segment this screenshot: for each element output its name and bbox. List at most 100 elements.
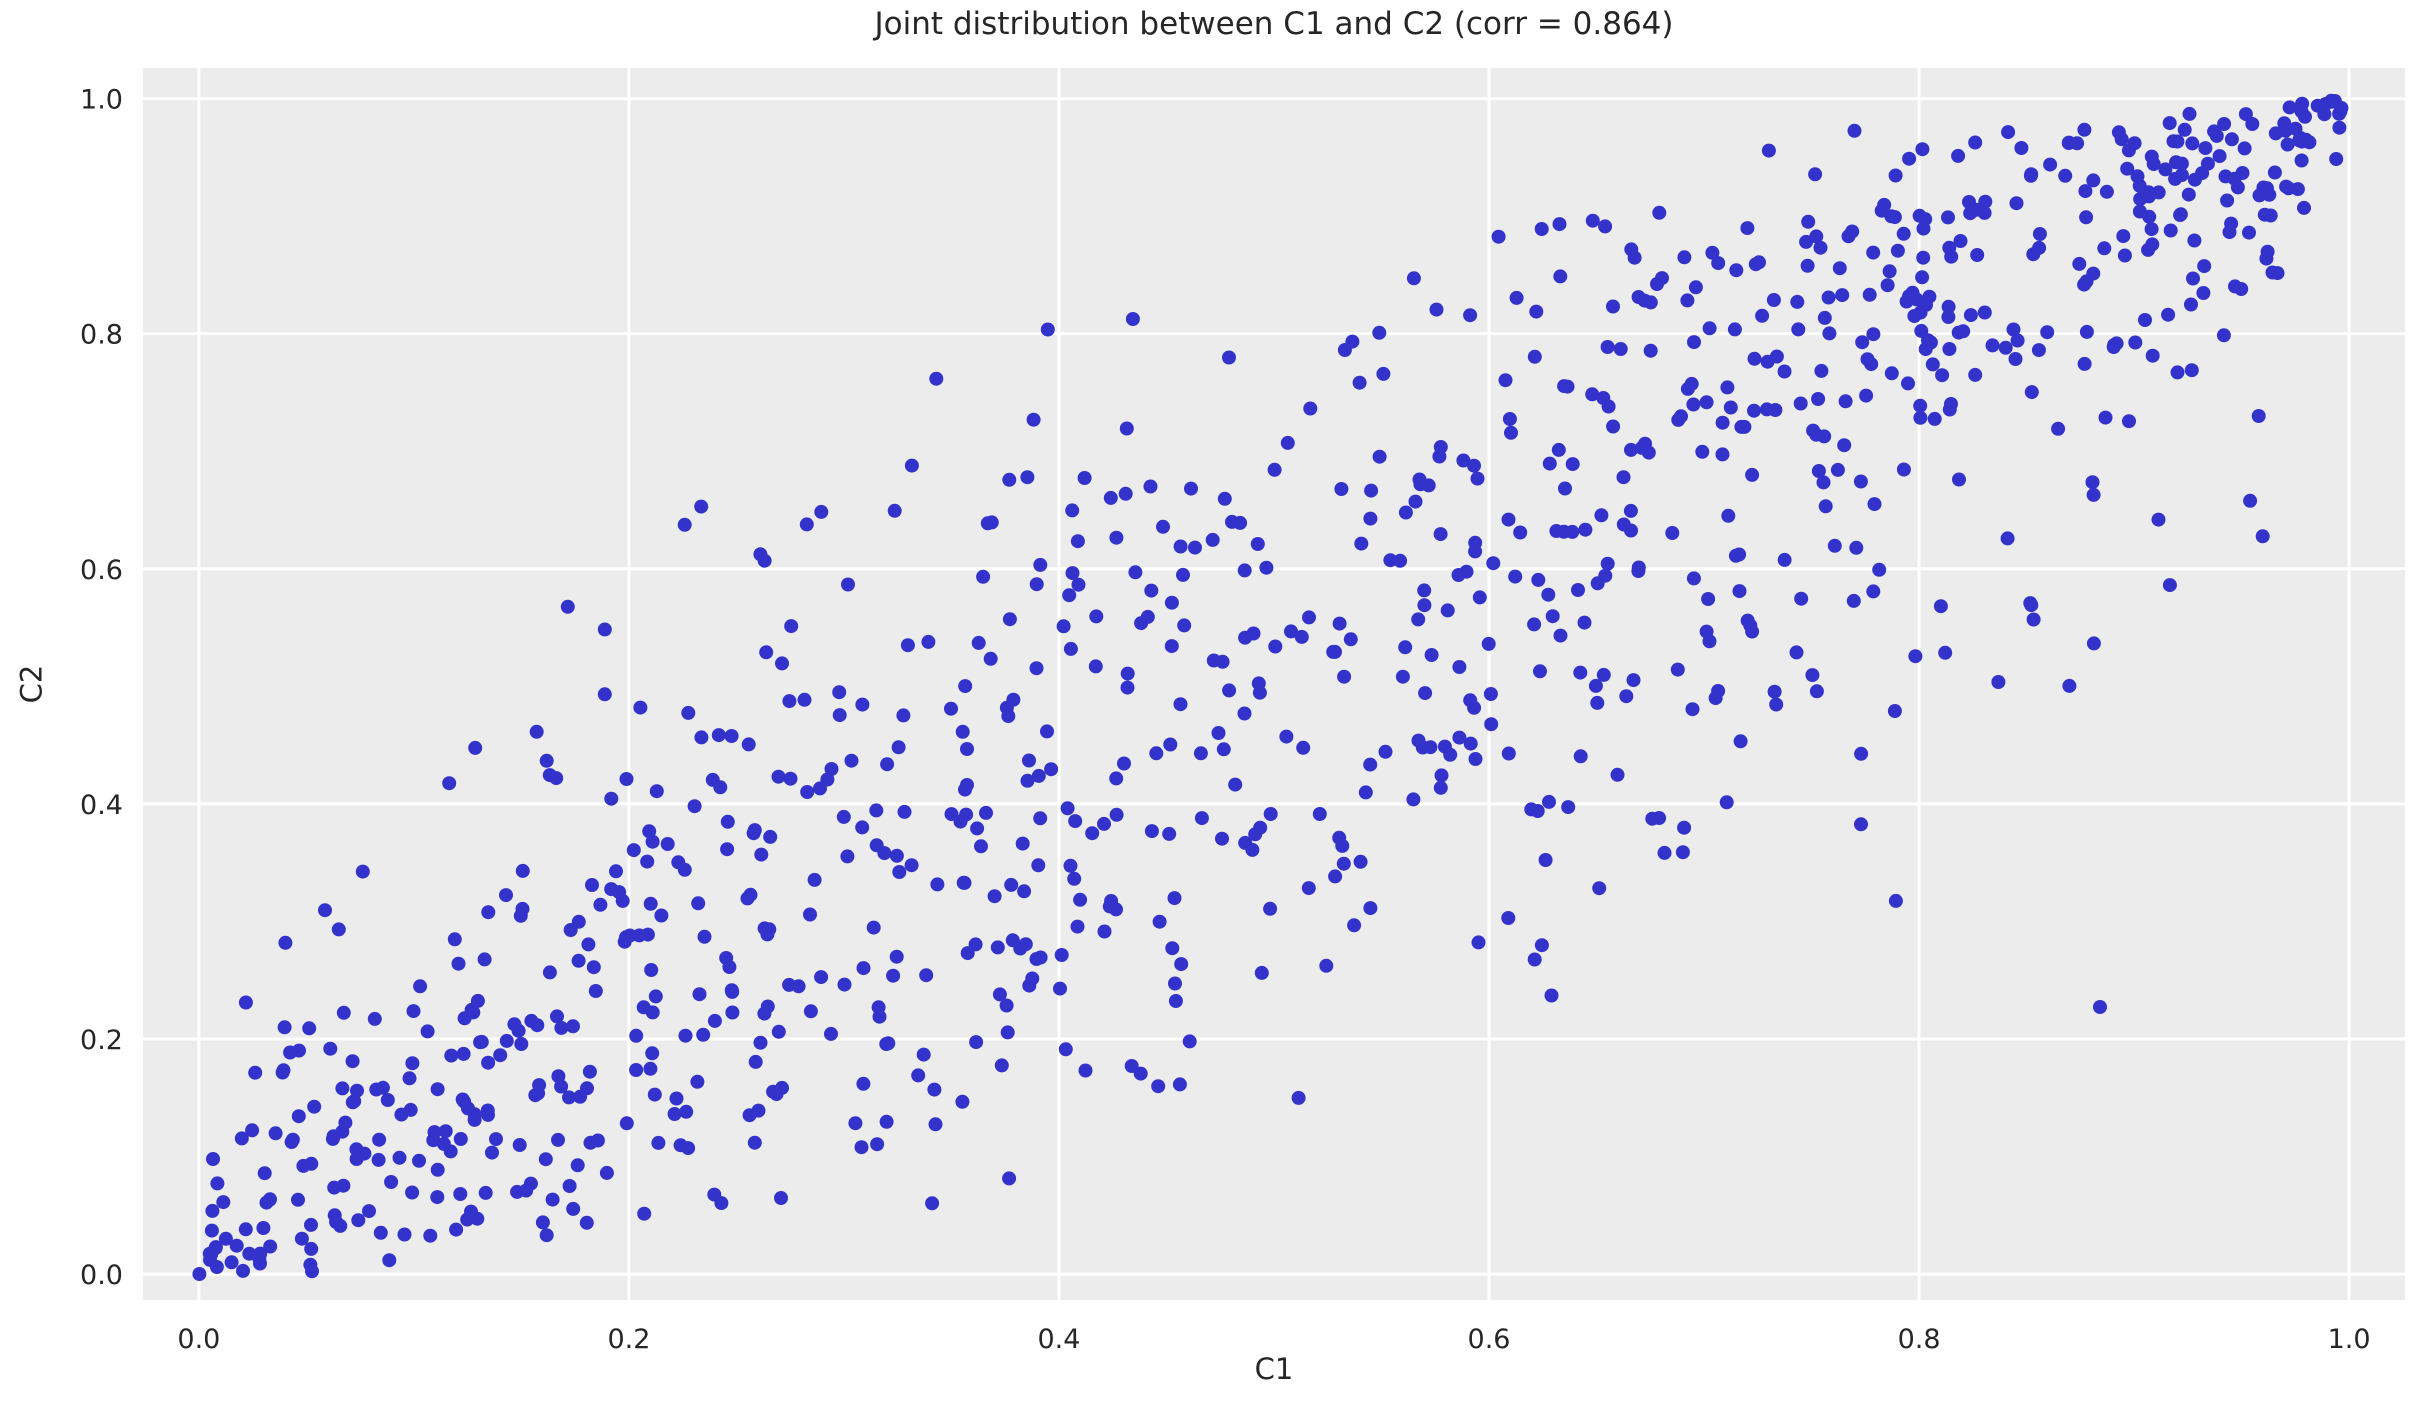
data-point (1044, 762, 1059, 777)
data-point (512, 1138, 527, 1152)
data-point (2234, 282, 2249, 296)
data-point (1468, 752, 1483, 766)
data-point (583, 1135, 598, 1150)
data-point (535, 1215, 550, 1230)
data-point (1337, 669, 1352, 684)
data-point (1908, 649, 1923, 664)
data-point (1120, 666, 1135, 681)
data-point (2138, 313, 2152, 327)
data-point (357, 1146, 372, 1161)
data-point (1790, 294, 1805, 309)
data-point (612, 885, 627, 900)
data-point (2227, 171, 2242, 186)
data-point (2186, 271, 2200, 286)
data-point (1626, 673, 1641, 688)
data-point (694, 499, 709, 514)
data-point (705, 772, 720, 787)
data-point (1319, 958, 1334, 973)
data-point (2182, 106, 2197, 121)
data-point (384, 1175, 399, 1189)
data-point (782, 694, 797, 709)
data-point (1951, 325, 1966, 340)
data-point (1053, 981, 1067, 996)
data-point (2295, 96, 2310, 111)
data-point (980, 516, 995, 531)
data-point (1188, 540, 1202, 555)
data-point (1418, 686, 1433, 701)
data-point (970, 821, 985, 836)
data-point (1471, 935, 1486, 950)
data-point (880, 757, 895, 772)
data-point (1000, 1025, 1015, 1040)
data-point (1978, 194, 1993, 209)
data-point (1173, 539, 1188, 554)
scatter-points (192, 93, 2349, 1281)
data-point (1463, 693, 1478, 708)
data-point (2151, 185, 2166, 200)
data-point (957, 875, 972, 890)
data-point (362, 1204, 376, 1219)
data-point (837, 977, 852, 992)
data-point (1687, 335, 1701, 350)
data-point (2111, 125, 2126, 140)
data-point (1124, 1059, 1139, 1073)
data-point (1680, 381, 1695, 396)
data-point (904, 458, 919, 473)
data-point (1372, 325, 1387, 340)
data-point (754, 847, 769, 862)
data-point (2026, 247, 2041, 262)
data-point (748, 1054, 763, 1069)
data-point (323, 1041, 338, 1056)
data-point (551, 1132, 565, 1147)
x-tick-labels: 0.0 0.2 0.4 0.6 0.8 1.0 (177, 1324, 2370, 1355)
data-point (797, 692, 812, 707)
data-point (1151, 1079, 1166, 1094)
data-point (1685, 702, 1700, 717)
data-point (1766, 293, 1781, 307)
data-point (2062, 678, 2077, 693)
data-point (305, 1264, 319, 1279)
data-point (530, 1018, 545, 1033)
data-point (2181, 187, 2196, 202)
data-point (1571, 583, 1585, 597)
data-point (1884, 366, 1899, 381)
data-point (1328, 644, 1342, 659)
data-point (892, 865, 907, 879)
data-point (968, 937, 983, 952)
data-point (1423, 740, 1438, 755)
data-point (757, 553, 772, 568)
data-point (2098, 410, 2113, 425)
data-point (586, 960, 601, 975)
data-point (296, 1158, 311, 1173)
data-point (1791, 322, 1806, 337)
data-point (1671, 412, 1686, 427)
data-point (1144, 824, 1159, 839)
data-point (1557, 379, 1572, 394)
data-point (725, 984, 740, 999)
data-point (1688, 280, 1703, 295)
data-point (1769, 697, 1784, 712)
data-point (848, 1116, 863, 1131)
data-point (478, 1185, 493, 1200)
data-point (626, 843, 641, 858)
data-point (1193, 746, 1208, 761)
data-point (1952, 472, 1966, 487)
data-point (1173, 697, 1188, 712)
data-point (456, 1046, 471, 1061)
data-point (814, 504, 829, 519)
data-point (538, 1152, 553, 1167)
data-point (1882, 264, 1897, 279)
data-point (1363, 901, 1378, 916)
data-point (1491, 229, 1506, 244)
data-point (1747, 351, 1762, 366)
data-point (1953, 234, 1968, 248)
data-point (1624, 242, 1639, 257)
data-point (651, 1135, 666, 1150)
data-point (644, 963, 659, 977)
data-point (1267, 462, 1282, 477)
data-point (206, 1152, 220, 1166)
data-point (1606, 299, 1620, 314)
data-point (724, 729, 739, 743)
data-point (1818, 499, 1833, 514)
data-point (510, 1184, 525, 1199)
